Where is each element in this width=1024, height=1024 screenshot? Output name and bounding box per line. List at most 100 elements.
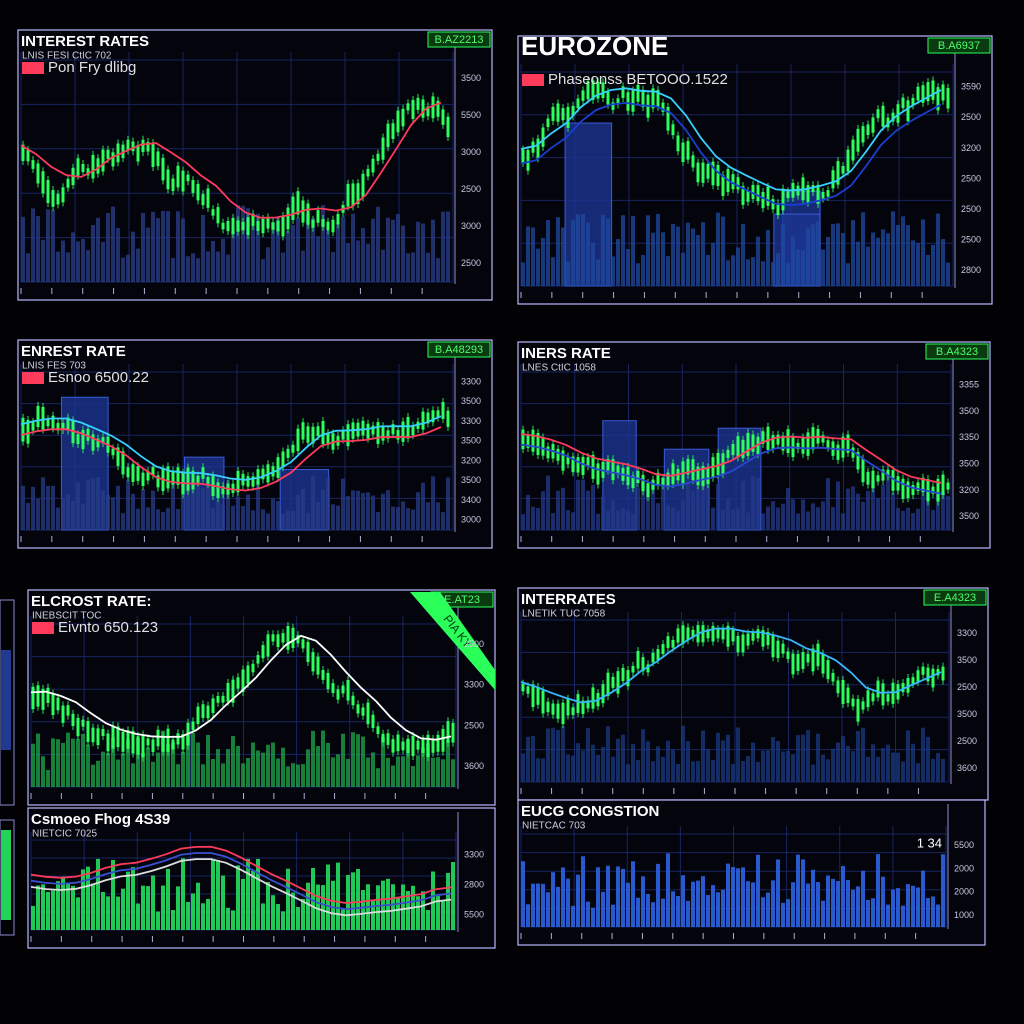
- candle: [301, 422, 305, 440]
- candle: [211, 698, 215, 714]
- candle: [421, 411, 425, 430]
- candle: [406, 738, 410, 754]
- volume-bar: [856, 886, 860, 927]
- panel-subtitle: INEBSCIT TOC: [32, 611, 101, 622]
- volume-bar: [121, 513, 125, 530]
- volume-bar: [436, 502, 440, 530]
- volume-bar: [81, 869, 85, 930]
- volume-bar: [96, 217, 100, 282]
- volume-bar: [941, 491, 945, 530]
- volume-bar: [116, 896, 120, 930]
- volume-bar: [841, 513, 845, 530]
- moving-average: [20, 415, 442, 481]
- candle: [61, 187, 65, 203]
- volume-bar: [696, 880, 700, 927]
- candle: [316, 656, 320, 675]
- candle: [656, 90, 660, 107]
- volume-bar: [121, 257, 125, 282]
- candle: [346, 424, 350, 447]
- volume-bar: [121, 888, 125, 930]
- candle: [591, 80, 595, 100]
- candle: [91, 154, 95, 179]
- candle: [626, 670, 630, 687]
- volume-bar: [141, 489, 145, 530]
- candle: [116, 726, 120, 748]
- volume-bar: [701, 477, 705, 530]
- volume-bar: [41, 756, 45, 787]
- volume-bar: [296, 907, 300, 930]
- volume-bar: [176, 211, 180, 282]
- volume-bar: [536, 883, 540, 927]
- volume-bar: [596, 259, 600, 286]
- volume-bar: [301, 764, 305, 787]
- volume-bar: [606, 510, 610, 530]
- volume-bar: [691, 761, 695, 782]
- candle: [676, 135, 680, 152]
- candle: [901, 683, 905, 693]
- volume-bar: [526, 904, 530, 927]
- volume-bar: [76, 241, 80, 282]
- candle: [91, 434, 95, 451]
- candle: [586, 700, 590, 709]
- volume-bar: [66, 732, 70, 787]
- volume-bar: [391, 884, 395, 930]
- volume-bar: [81, 733, 85, 787]
- volume-bar: [796, 854, 800, 927]
- volume-bar: [911, 240, 915, 286]
- volume-bar: [731, 509, 735, 530]
- candle: [281, 451, 285, 468]
- volume-bar: [921, 219, 925, 286]
- volume-bar: [651, 482, 655, 530]
- volume-bar: [176, 886, 180, 930]
- volume-bar: [636, 487, 640, 530]
- moving-average: [30, 852, 452, 911]
- panel-title: INTEREST RATES: [21, 33, 149, 50]
- candle: [836, 444, 840, 460]
- y-axis-label: 3300: [461, 376, 481, 386]
- candle: [101, 149, 105, 172]
- candle: [236, 677, 240, 689]
- volume-bar: [836, 742, 840, 782]
- candle: [191, 180, 195, 193]
- candle: [206, 188, 210, 208]
- volume-bar: [796, 513, 800, 530]
- candle: [856, 128, 860, 152]
- candle: [196, 706, 200, 724]
- volume-bar: [281, 252, 285, 282]
- volume-bar: [386, 757, 390, 787]
- candle: [331, 683, 335, 693]
- volume-bar: [706, 749, 710, 782]
- candle: [856, 698, 860, 722]
- volume-bar: [671, 507, 675, 530]
- candle: [806, 653, 810, 663]
- volume-bar: [621, 734, 625, 782]
- volume-bar: [441, 759, 445, 787]
- badge: [923, 589, 987, 606]
- volume-bar: [741, 867, 745, 927]
- candle: [901, 478, 905, 499]
- volume-bar: [546, 728, 550, 782]
- volume-bar: [716, 212, 720, 286]
- volume-bar: [441, 211, 445, 282]
- volume-bar: [556, 217, 560, 286]
- candle: [806, 185, 810, 203]
- volume-bar: [326, 864, 330, 930]
- volume-bar: [821, 900, 825, 927]
- volume-bar: [236, 865, 240, 930]
- volume-bar: [741, 760, 745, 782]
- volume-bar: [686, 900, 690, 927]
- candle: [121, 451, 125, 475]
- volume-bar: [611, 499, 615, 530]
- volume-bar: [671, 749, 675, 782]
- candle: [391, 424, 395, 435]
- volume-bar: [661, 477, 665, 530]
- volume-bar: [196, 882, 200, 930]
- volume-bar: [836, 223, 840, 286]
- candle: [276, 634, 280, 647]
- volume-bar: [141, 213, 145, 282]
- volume-bar: [161, 511, 165, 530]
- volume-bar: [441, 900, 445, 930]
- volume-bar: [421, 747, 425, 787]
- volume-bar: [676, 226, 680, 286]
